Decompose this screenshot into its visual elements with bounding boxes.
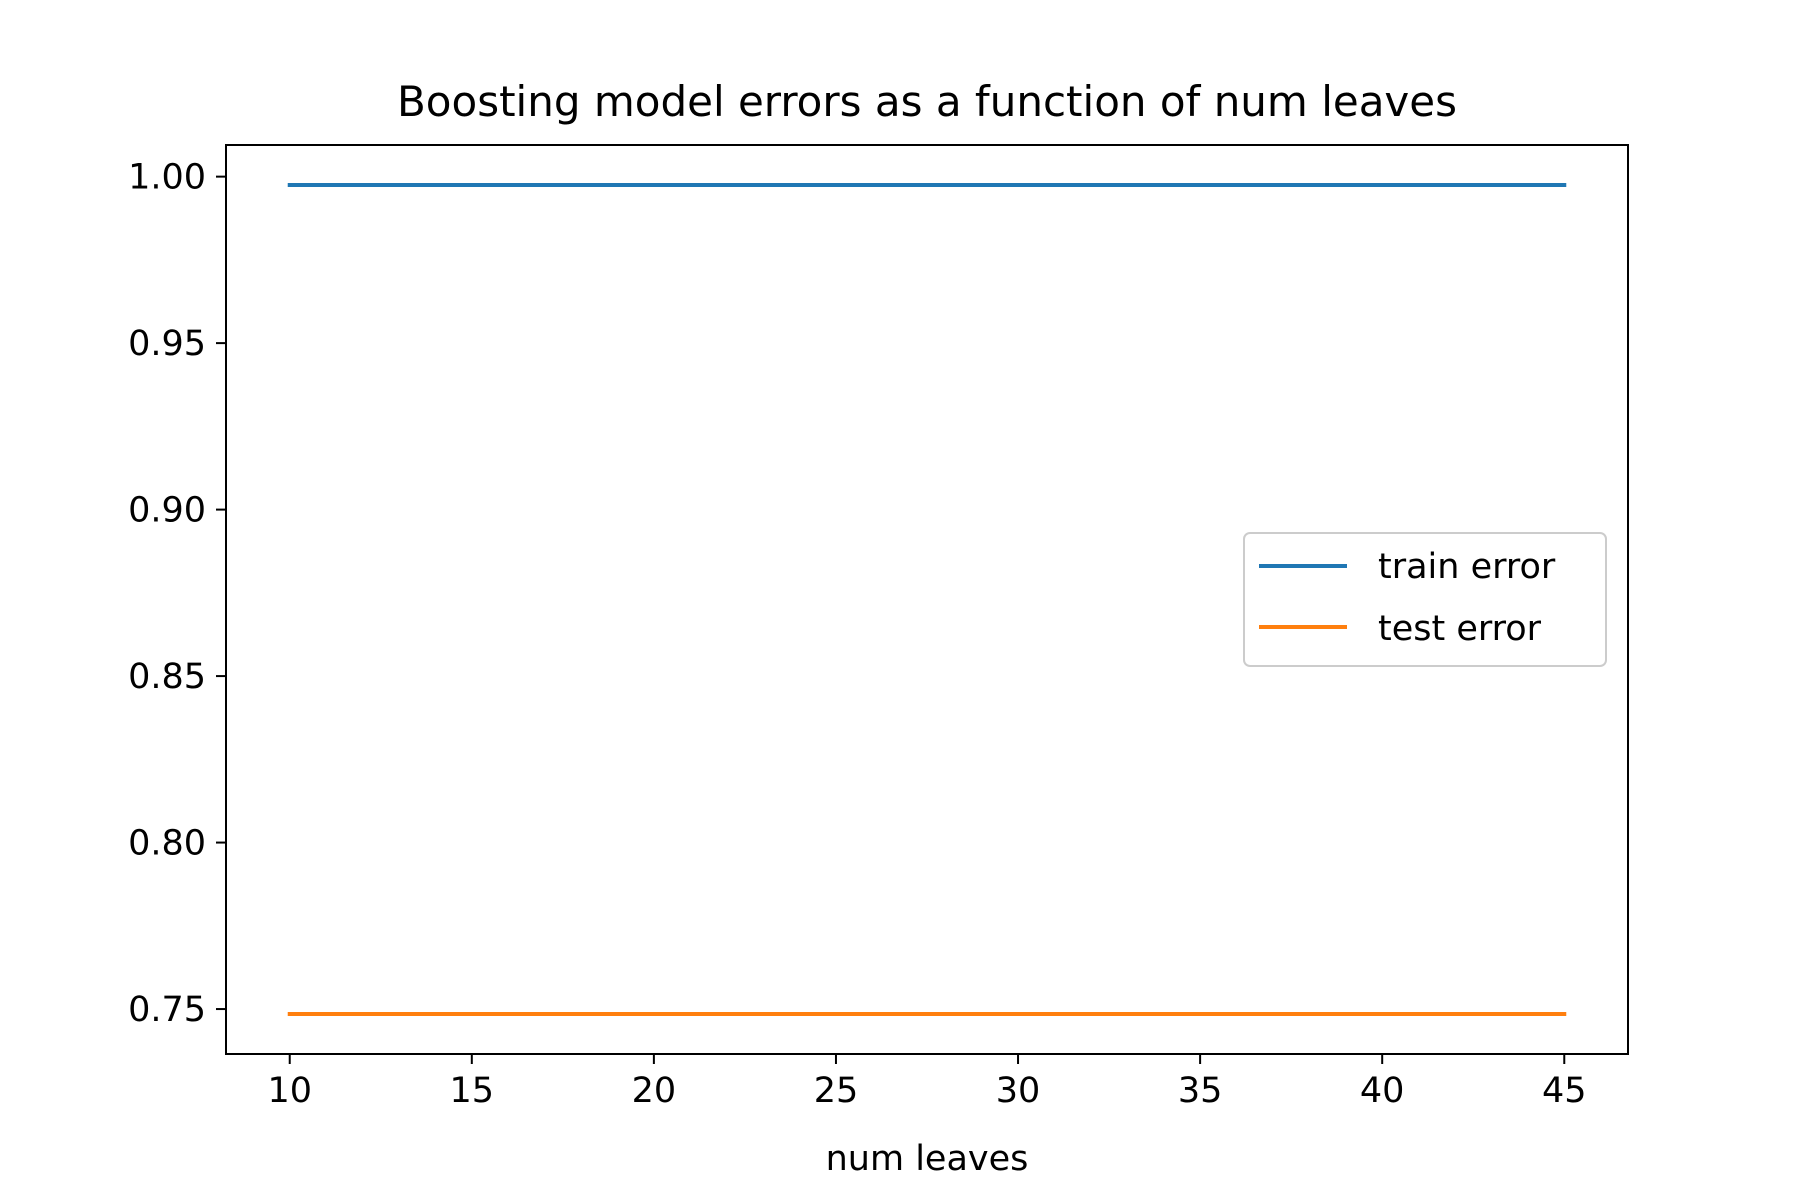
x-axis-label: num leaves xyxy=(826,1139,1029,1179)
x-axis-ticks: 10 15 20 25 30 35 40 45 xyxy=(267,1054,1587,1111)
y-tick-label: 1.00 xyxy=(128,158,206,198)
x-tick-label: 45 xyxy=(1542,1071,1587,1111)
plot-frame xyxy=(225,144,1629,1055)
y-tick-label: 0.95 xyxy=(128,324,206,364)
y-tick-label: 0.75 xyxy=(128,990,206,1030)
x-tick-label: 15 xyxy=(450,1071,495,1111)
legend-label-test-error: test error xyxy=(1378,609,1542,649)
y-tick-label: 0.90 xyxy=(128,491,206,531)
x-tick-label: 25 xyxy=(814,1071,859,1111)
x-tick-label: 10 xyxy=(267,1071,312,1111)
y-tick-label: 0.80 xyxy=(128,824,206,864)
series-layer xyxy=(287,182,1567,1017)
x-tick-label: 35 xyxy=(1178,1071,1223,1111)
x-tick-label: 40 xyxy=(1360,1071,1405,1111)
legend-label-train-error: train error xyxy=(1378,547,1556,587)
legend: train error test error xyxy=(1243,532,1607,667)
chart-title: Boosting model errors as a function of n… xyxy=(397,77,1457,126)
y-tick-label: 0.85 xyxy=(128,657,206,697)
x-tick-label: 20 xyxy=(632,1071,677,1111)
y-axis-ticks: 0.75 0.80 0.85 0.90 0.95 1.00 xyxy=(128,158,226,1030)
x-tick-label: 30 xyxy=(996,1071,1041,1111)
